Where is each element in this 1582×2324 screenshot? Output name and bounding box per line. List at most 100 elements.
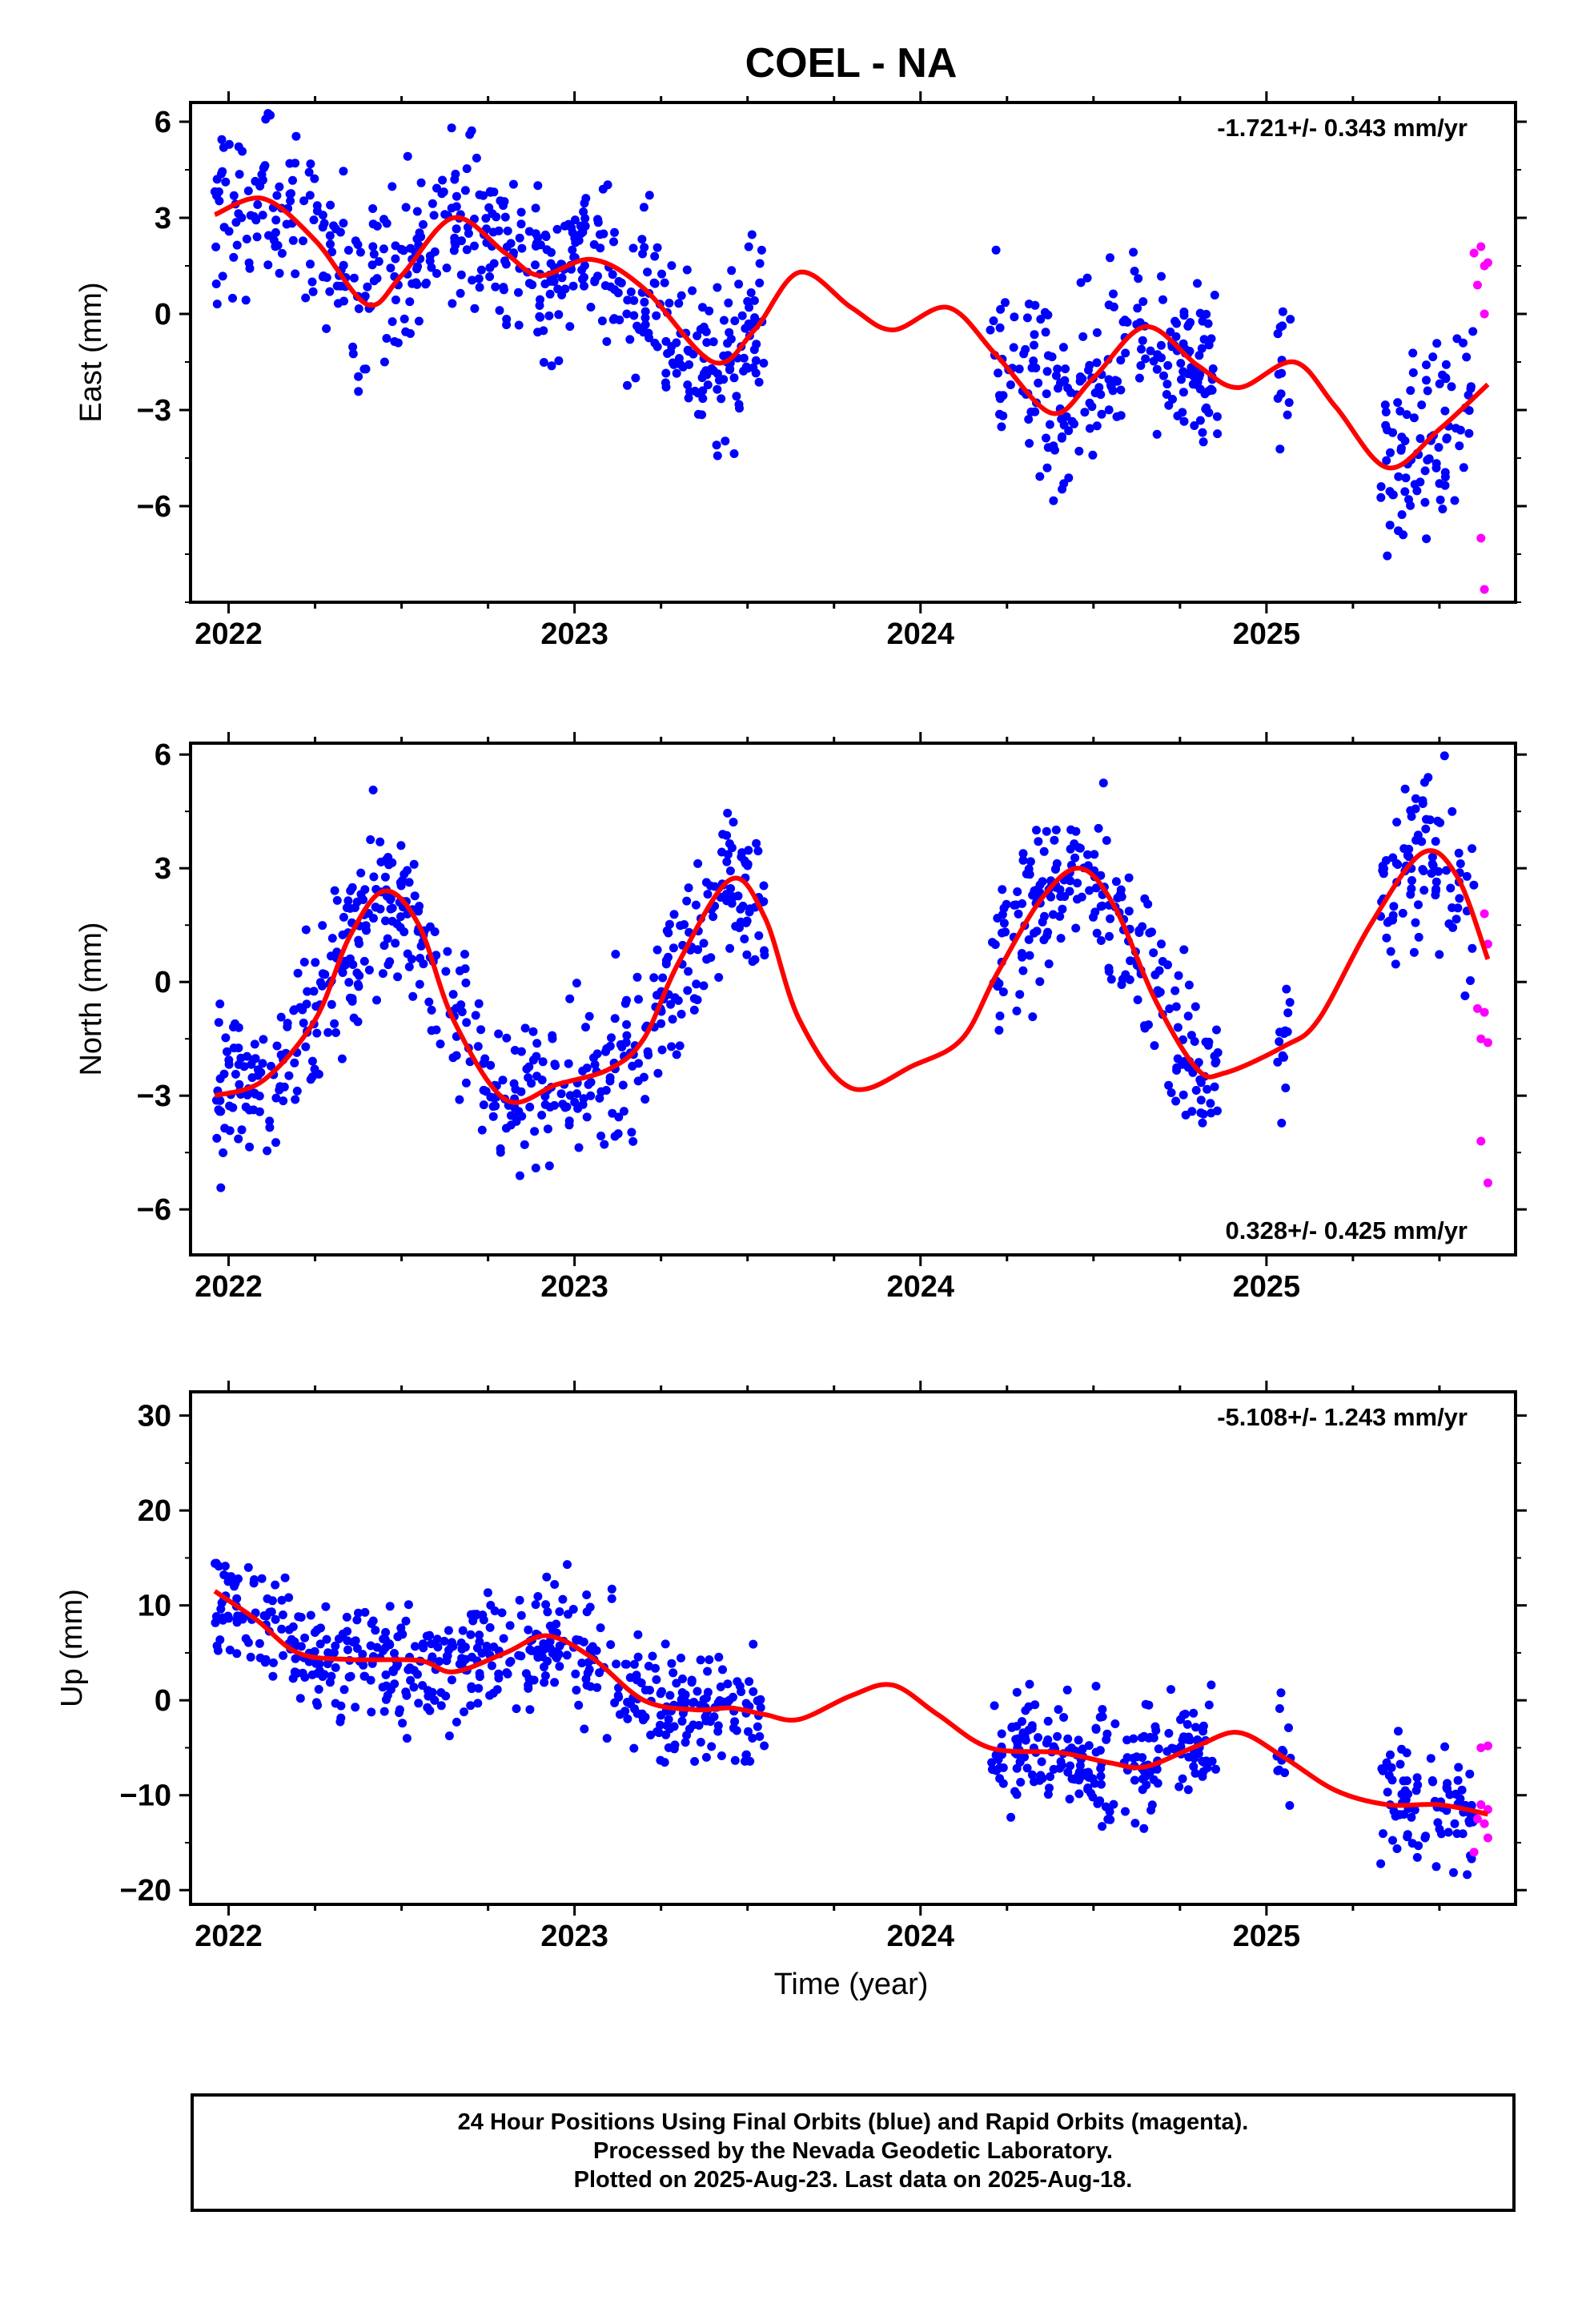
y-tick-label: −10 — [120, 1779, 171, 1813]
final-point — [515, 1171, 524, 1180]
final-point — [1421, 1831, 1431, 1841]
final-point — [346, 1671, 355, 1681]
final-point — [488, 1112, 498, 1121]
final-point — [545, 1103, 555, 1112]
final-point — [1280, 1768, 1290, 1778]
final-point — [1433, 1818, 1443, 1827]
final-point — [335, 1717, 345, 1727]
final-point — [607, 1033, 616, 1043]
final-point — [1154, 966, 1164, 975]
final-point — [1424, 454, 1434, 464]
final-point — [1074, 1735, 1083, 1745]
final-point — [1126, 956, 1135, 966]
final-point — [291, 1095, 300, 1104]
final-point — [261, 1655, 271, 1664]
final-point — [245, 1105, 254, 1115]
final-point — [622, 1031, 632, 1040]
final-point — [541, 1600, 551, 1610]
final-point — [656, 1720, 665, 1730]
final-point — [703, 890, 713, 899]
final-point — [1098, 1705, 1107, 1714]
final-point — [354, 387, 363, 396]
final-point — [699, 939, 709, 948]
final-point — [698, 303, 707, 312]
final-point — [643, 267, 652, 277]
final-point — [309, 215, 319, 225]
final-point — [279, 1651, 288, 1660]
final-point — [1441, 374, 1451, 384]
final-point — [1149, 356, 1158, 366]
final-point — [1452, 1829, 1462, 1839]
final-point — [1386, 947, 1395, 956]
final-point — [1046, 1772, 1055, 1781]
final-point — [1171, 332, 1181, 341]
final-point — [571, 1669, 580, 1679]
final-point — [1407, 1839, 1417, 1848]
final-point — [1277, 1118, 1287, 1128]
final-point — [415, 979, 424, 989]
final-point — [1118, 975, 1127, 984]
final-point — [723, 1679, 733, 1689]
final-point — [738, 901, 748, 911]
final-point — [753, 1696, 762, 1706]
final-point — [546, 259, 556, 268]
final-point — [214, 1018, 223, 1027]
y-tick-label: −20 — [120, 1874, 171, 1908]
final-point — [1467, 1854, 1476, 1864]
final-point — [331, 1663, 340, 1672]
final-point — [354, 304, 363, 313]
final-point — [1102, 1735, 1111, 1744]
final-point — [1035, 472, 1045, 481]
final-point — [582, 1680, 592, 1690]
final-point — [755, 278, 765, 287]
final-point — [1411, 918, 1420, 927]
final-point — [719, 316, 729, 325]
final-point — [366, 1675, 375, 1685]
final-point — [396, 881, 406, 891]
final-point — [1106, 253, 1114, 263]
final-point — [602, 1043, 612, 1053]
final-point — [299, 1018, 308, 1027]
final-point — [1278, 321, 1287, 331]
final-point — [475, 190, 484, 199]
final-point — [1419, 866, 1428, 875]
final-point — [1163, 360, 1173, 370]
final-point — [1195, 370, 1205, 380]
final-point — [1141, 354, 1150, 364]
final-point — [707, 1742, 717, 1751]
final-point — [1141, 1699, 1150, 1709]
final-point — [1386, 448, 1395, 457]
final-point — [724, 298, 733, 308]
final-point — [458, 1626, 468, 1635]
final-point — [310, 174, 319, 183]
final-point — [1399, 530, 1408, 540]
final-point — [452, 224, 461, 234]
final-point — [322, 324, 331, 333]
final-point — [520, 1140, 529, 1149]
final-point — [574, 1700, 584, 1710]
final-point — [291, 269, 300, 279]
final-point — [1440, 468, 1450, 477]
final-point — [609, 314, 619, 324]
final-point — [682, 265, 692, 275]
final-point — [579, 272, 588, 282]
final-point — [748, 957, 757, 967]
final-point — [1380, 400, 1390, 410]
y-tick-label: −6 — [137, 1193, 171, 1227]
final-point — [693, 331, 702, 340]
final-point — [995, 323, 1005, 332]
final-point — [532, 1072, 541, 1081]
final-point — [1442, 434, 1452, 444]
final-point — [759, 881, 769, 891]
final-point — [550, 1678, 560, 1687]
final-point — [280, 1573, 290, 1582]
y-tick-label: 6 — [155, 106, 171, 139]
final-point — [1152, 1764, 1162, 1774]
final-point — [1414, 932, 1423, 942]
final-point — [312, 1625, 322, 1634]
final-point — [1208, 364, 1218, 373]
final-point — [1382, 933, 1391, 943]
final-point — [1450, 496, 1460, 505]
final-point — [325, 231, 335, 240]
